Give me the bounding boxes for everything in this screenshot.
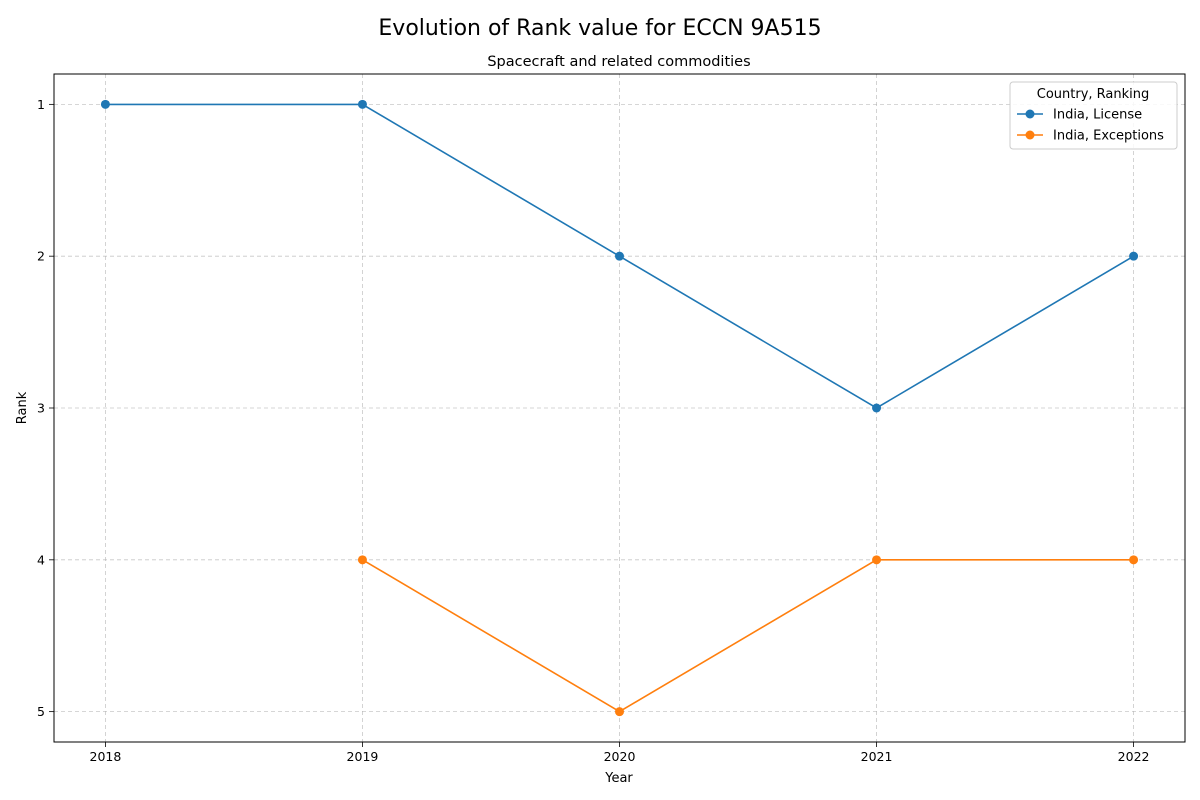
- legend-marker: [1025, 109, 1035, 119]
- y-tick-label: 3: [37, 401, 45, 416]
- data-point: [615, 251, 624, 261]
- x-tick-label: 2021: [861, 749, 893, 764]
- x-tick-label: 2020: [604, 749, 636, 764]
- legend-entry-label: India, Exceptions: [1053, 129, 1164, 144]
- data-point: [100, 99, 110, 109]
- y-tick-label: 1: [37, 97, 45, 112]
- chart-title: Evolution of Rank value for ECCN 9A515: [378, 16, 821, 41]
- x-tick-label: 2022: [1118, 749, 1150, 764]
- data-point: [1129, 555, 1139, 565]
- y-tick-label: 5: [37, 704, 45, 719]
- y-tick-label: 4: [37, 552, 45, 567]
- data-point: [872, 555, 882, 565]
- chart-subtitle: Spacecraft and related commodities: [487, 54, 750, 70]
- x-tick-label: 2019: [347, 749, 379, 764]
- data-point: [615, 707, 624, 717]
- data-point: [872, 403, 882, 413]
- legend: Country, Ranking India, License India, Ex…: [1009, 81, 1178, 150]
- y-axis-label: Rank: [15, 391, 30, 424]
- legend-marker: [1025, 130, 1035, 140]
- grid-lines: [54, 74, 1185, 742]
- data-point: [357, 555, 367, 565]
- x-axis-label: Year: [604, 771, 633, 786]
- axis-ticks: 2018 2019 2020 2021 2022 1 2 3 4 5: [37, 97, 1149, 764]
- data-series: [100, 99, 1139, 717]
- series-line-2: [362, 558, 1134, 713]
- legend-title: Country, Ranking: [1037, 87, 1150, 102]
- data-point: [1129, 251, 1139, 261]
- x-tick-label: 2018: [90, 749, 122, 764]
- y-tick-label: 2: [37, 249, 45, 264]
- legend-box: [1009, 81, 1178, 150]
- data-point: [357, 99, 367, 109]
- legend-entry-label: India, License: [1053, 108, 1142, 123]
